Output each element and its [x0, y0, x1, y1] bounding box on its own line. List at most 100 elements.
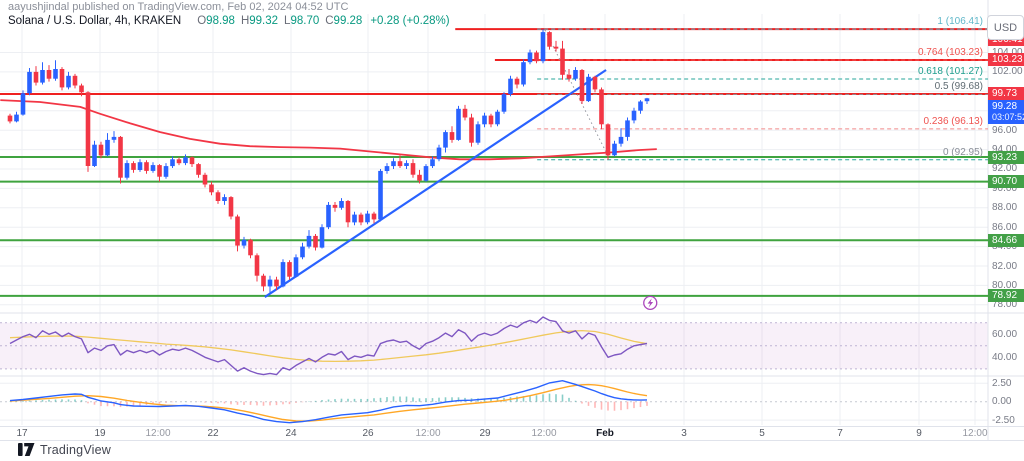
candle-body [20, 93, 26, 115]
candle-body [27, 71, 32, 94]
ma-line [0, 99, 657, 161]
candle-body [235, 216, 240, 246]
open-value: 98.98 [206, 15, 235, 27]
time-axis-label: 12:00 [962, 428, 988, 439]
price-axis-label: 88.00 [992, 202, 1018, 214]
fib-diagonal-line[interactable] [544, 29, 609, 157]
candle-body [137, 162, 143, 170]
candle-body [358, 214, 364, 223]
time-axis-label: 5 [759, 428, 765, 439]
candle-body [449, 132, 455, 140]
candle-body [202, 174, 208, 185]
candle-body [228, 197, 234, 217]
candle-body [196, 164, 201, 175]
time-axis-label: 9 [916, 428, 922, 439]
macd-axis-label: 2.50 [992, 377, 1012, 389]
lightning-marker-icon [647, 298, 654, 308]
candle-body [638, 101, 643, 111]
candle-body [534, 52, 539, 62]
time-axis-label: 22 [207, 428, 219, 439]
macd-axis-label: 0.00 [992, 396, 1012, 408]
close-label: C [325, 15, 334, 27]
candle-body [391, 161, 396, 167]
candle-body [293, 257, 299, 277]
macd-axis-label: -2.50 [992, 414, 1015, 426]
symbol-legend[interactable]: Solana / U.S. Dollar, 4h, KRAKEN O98.98 H9… [8, 15, 450, 27]
candle-body [612, 143, 617, 156]
candle-body [488, 115, 494, 125]
candle-body [430, 159, 435, 167]
close-value: 99.28 [333, 15, 363, 27]
tradingview-logo-icon [18, 443, 35, 456]
candle-body [222, 197, 227, 201]
time-axis-label: 7 [837, 428, 843, 439]
high-value: 99.32 [249, 15, 279, 27]
candle-body [423, 166, 429, 181]
candle-body [300, 246, 305, 258]
candle-body [456, 108, 461, 140]
symbol-title[interactable]: Solana / U.S. Dollar, 4h, KRAKEN [8, 15, 182, 27]
candle-body [189, 157, 195, 165]
candle-body [183, 157, 188, 164]
price-axis-label: 92.00 [992, 163, 1018, 175]
candle-body [319, 227, 325, 248]
candle-body [482, 115, 487, 125]
tradingview-logo-text: TradingView [40, 443, 111, 457]
candle-body [339, 201, 344, 208]
time-axis-label: 12:00 [531, 428, 557, 439]
candle-body [98, 144, 104, 156]
price-tag-78.92: 78.92 [988, 289, 1024, 303]
candle-body [66, 75, 71, 88]
candle-body [313, 235, 318, 248]
candle-body [261, 275, 266, 287]
price-axis-label: 96.00 [992, 124, 1018, 136]
bar-countdown: 03:07:52 [992, 112, 1024, 122]
candle-body [248, 239, 253, 256]
candle-body [469, 117, 474, 143]
high-label: H [240, 15, 250, 27]
candle-body [306, 235, 312, 247]
candle-body [170, 159, 175, 167]
time-axis-label: 17 [16, 428, 28, 439]
time-axis-label: Feb [596, 428, 614, 439]
change-value: +0.28 (+0.28%) [370, 15, 450, 27]
candle-body [254, 255, 260, 276]
candle-body [215, 192, 221, 201]
price-axis-label: 82.00 [992, 260, 1018, 272]
candle-body [53, 69, 58, 79]
candle-body [85, 92, 91, 166]
candle-body [40, 70, 45, 83]
candle-body [560, 48, 565, 75]
candle-body [540, 32, 546, 62]
price-axis-label: 90.00 [992, 182, 1018, 194]
candle-body [79, 85, 84, 93]
candle-body [566, 74, 572, 79]
price-axis-label: 94.00 [992, 144, 1017, 155]
currency-toggle-button[interactable]: USD [987, 15, 1024, 40]
candle-body [157, 165, 162, 177]
price-axis-label: 102.00 [992, 66, 1023, 78]
current-price-value: 99.28 [992, 101, 1018, 112]
watermark: aayushjindal published on TradingView.co… [8, 1, 349, 13]
price-axis-label: 86.00 [992, 221, 1018, 233]
candle-body [436, 147, 442, 160]
candle-body [144, 162, 149, 171]
price-tag-99.73: 99.73 [988, 87, 1024, 101]
time-axis-label: 29 [479, 428, 491, 439]
time-axis-label: 3 [681, 428, 687, 439]
tradingview-logo[interactable]: TradingView [18, 443, 111, 457]
candle-body [131, 163, 136, 170]
candle-body [631, 110, 637, 121]
candle-body [573, 70, 578, 79]
candle-body [410, 163, 416, 175]
candle-body [462, 108, 468, 118]
candle-body [579, 70, 585, 102]
price-tag-103.23: 103.23 [988, 53, 1024, 67]
candle-body [163, 166, 169, 177]
candle-body [547, 32, 552, 47]
candle-body [605, 124, 611, 156]
candle-body [7, 115, 13, 122]
trendline[interactable] [264, 69, 607, 298]
